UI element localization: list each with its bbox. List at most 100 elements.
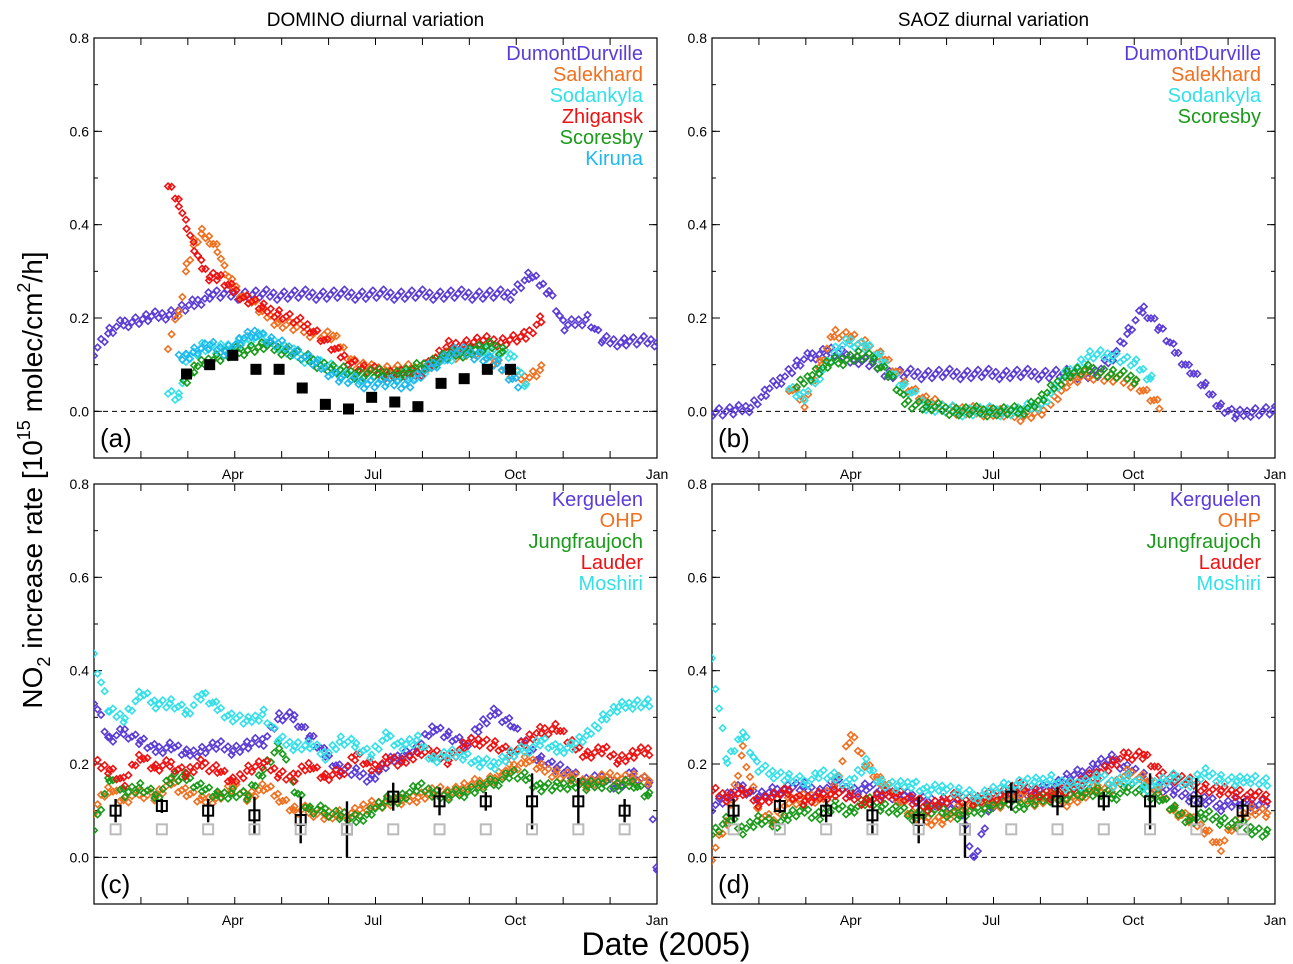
x-tick-label: Oct	[504, 466, 526, 482]
data-point	[792, 356, 802, 365]
data-point	[120, 792, 130, 802]
data-point	[405, 734, 414, 744]
data-point	[447, 343, 457, 352]
data-point	[94, 351, 99, 361]
data-point	[1100, 761, 1110, 771]
data-point	[528, 273, 537, 282]
data-point	[927, 801, 936, 811]
data-point	[498, 333, 508, 343]
data-point	[949, 806, 959, 816]
data-point	[489, 334, 499, 344]
data-point	[1077, 779, 1087, 789]
data-point	[796, 361, 805, 370]
data-point	[393, 291, 403, 301]
data-point	[930, 394, 940, 404]
data-point	[158, 788, 168, 798]
data-point	[243, 327, 252, 337]
data-point	[888, 372, 898, 381]
data-point	[497, 365, 507, 375]
data-point	[228, 784, 238, 794]
data-point	[1030, 367, 1040, 377]
data-point	[965, 841, 974, 851]
data-point	[807, 797, 816, 807]
legend-entry: Sodankyla	[550, 85, 644, 107]
data-point	[154, 700, 164, 709]
data-point	[1115, 789, 1125, 798]
data-point	[105, 732, 114, 741]
data-point	[1065, 377, 1075, 387]
data-point	[1227, 785, 1236, 795]
data-point	[475, 776, 484, 785]
data-point	[293, 769, 303, 779]
data-point	[489, 704, 499, 713]
data-point	[509, 330, 518, 340]
data-point	[204, 359, 216, 371]
data-point	[1037, 370, 1047, 380]
data-point	[309, 327, 318, 336]
data-point	[1149, 395, 1159, 405]
data-point	[992, 795, 1002, 804]
data-point	[548, 291, 557, 300]
data-point	[1077, 766, 1087, 776]
data-point	[873, 364, 882, 373]
data-point	[834, 772, 844, 782]
data-point	[204, 783, 214, 792]
data-point	[1038, 796, 1048, 806]
data-point	[474, 340, 484, 350]
data-point	[887, 787, 897, 796]
data-point	[586, 753, 596, 763]
data-point	[279, 287, 289, 296]
data-point	[618, 804, 631, 817]
data-point	[273, 714, 283, 724]
data-point	[544, 764, 553, 774]
data-point	[1239, 778, 1248, 787]
data-point	[269, 723, 279, 733]
data-point	[213, 271, 222, 281]
data-point	[393, 376, 403, 386]
data-point	[1023, 799, 1032, 809]
data-point	[605, 768, 615, 778]
data-point	[745, 786, 755, 796]
data-point	[485, 352, 495, 361]
data-point	[105, 788, 114, 797]
data-point	[570, 320, 580, 330]
data-point	[1158, 324, 1168, 333]
data-point	[331, 809, 341, 819]
data-point	[213, 768, 222, 778]
data-point	[358, 373, 368, 383]
data-point	[259, 705, 269, 714]
data-point	[490, 764, 500, 774]
data-point	[965, 785, 974, 795]
data-point	[838, 801, 847, 811]
data-point	[382, 377, 392, 387]
data-point	[621, 775, 630, 785]
data-point	[1093, 783, 1102, 793]
data-point	[366, 758, 375, 767]
data-point	[954, 411, 964, 420]
data-point	[197, 300, 206, 310]
data-point	[968, 405, 978, 415]
data-point	[1150, 314, 1159, 323]
data-point	[765, 384, 774, 393]
data-point	[1201, 779, 1210, 789]
data-point	[154, 313, 163, 323]
data-point	[965, 806, 974, 816]
data-point	[551, 739, 560, 749]
data-point	[358, 816, 368, 826]
legend-entry: Lauder	[581, 552, 644, 574]
data-point	[139, 734, 149, 744]
data-point	[1016, 782, 1025, 792]
data-point	[563, 765, 572, 775]
data-point	[593, 777, 603, 787]
data-point	[1065, 373, 1075, 382]
data-point	[506, 746, 515, 755]
data-point	[966, 373, 976, 383]
data-point	[535, 722, 545, 732]
data-point	[131, 696, 140, 706]
data-point	[958, 823, 971, 836]
data-point	[212, 350, 222, 360]
data-point	[1099, 353, 1109, 362]
data-point	[807, 348, 817, 358]
data-point	[629, 700, 639, 709]
data-point	[386, 288, 395, 297]
